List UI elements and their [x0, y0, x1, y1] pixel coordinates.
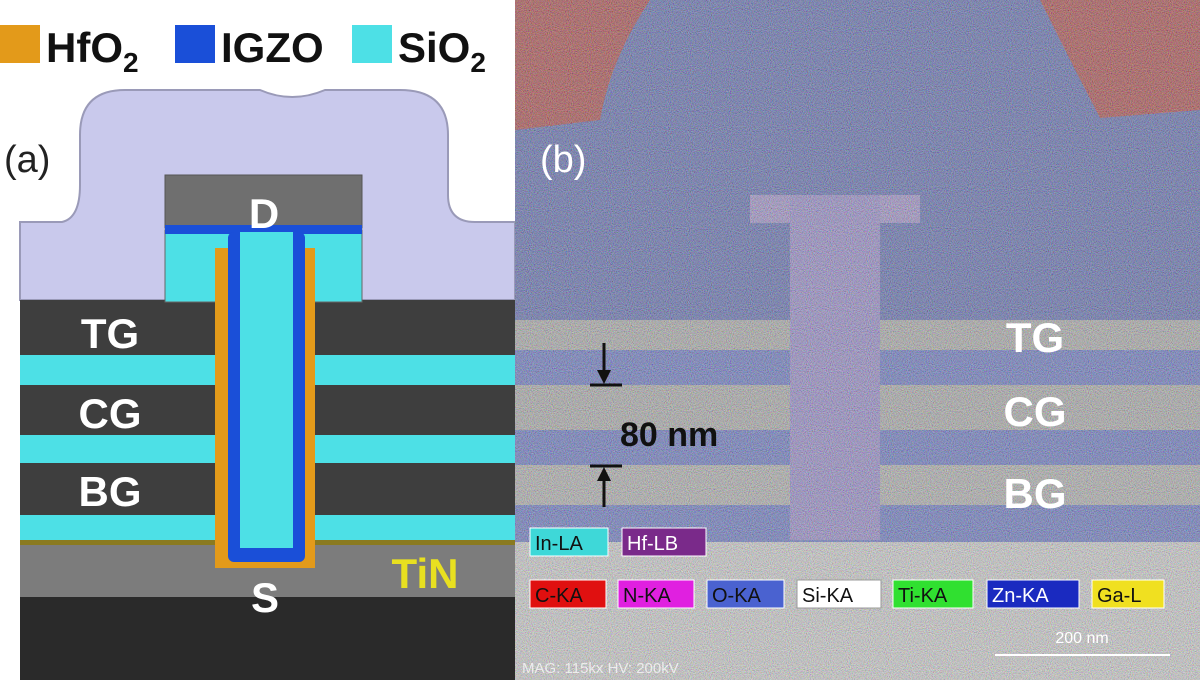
element-label: N-KA	[623, 585, 671, 607]
element-label: Ti-KA	[898, 585, 948, 607]
image-footer: MAG: 115kx HV: 200kV	[522, 660, 679, 677]
element-label: In-LA	[535, 533, 583, 555]
legend-label: SiO2	[398, 24, 486, 78]
gate-label: BG	[79, 468, 142, 515]
legend-label: HfO2	[46, 24, 139, 78]
gate-label: BG	[1004, 470, 1067, 517]
dimension-label: 80 nm	[620, 416, 718, 454]
element-box	[706, 579, 785, 609]
element-box	[621, 527, 707, 557]
panel-label: (a)	[4, 139, 50, 181]
panel-a: HfO2 IGZO SiO2 (a) D TG CG BG S TiN	[0, 0, 516, 680]
igzo-top	[165, 225, 362, 234]
legend-text: HfO	[46, 24, 123, 71]
element-label: Si-KA	[802, 585, 854, 607]
legend-swatch	[0, 25, 40, 63]
element-label: Ga-L	[1097, 585, 1141, 607]
scale-label: 200 nm	[1055, 630, 1108, 647]
gate-label: CG	[1004, 388, 1067, 435]
legend-swatch	[175, 25, 215, 63]
element-box	[986, 579, 1080, 609]
panel-label: (b)	[540, 139, 586, 181]
legend-label: IGZO	[221, 24, 324, 71]
element-box	[1091, 579, 1165, 609]
legend-swatch	[352, 25, 392, 63]
element-box	[617, 579, 695, 609]
element-label: C-KA	[535, 585, 583, 607]
legend-sub: 2	[470, 47, 486, 78]
gate-label: CG	[79, 390, 142, 437]
element-box	[529, 527, 609, 557]
element-box	[529, 579, 607, 609]
gate-label: TG	[81, 310, 139, 357]
tin-label: TiN	[392, 550, 459, 597]
noise-overlay	[515, 0, 1200, 680]
gate-label: TG	[1006, 314, 1064, 361]
legend-text: SiO	[398, 24, 470, 71]
element-label: Zn-KA	[992, 585, 1049, 607]
drain-label: D	[249, 190, 279, 237]
element-label: Hf-LB	[627, 533, 678, 555]
source-label: S	[251, 574, 279, 621]
panel-b: (b) TG CG BG 80 nm In-LA Hf-LB C-KA N-KA…	[515, 0, 1200, 680]
element-label: O-KA	[712, 585, 762, 607]
core-oxide	[240, 232, 293, 548]
legend-text: IGZO	[221, 24, 324, 71]
hfo2-wall	[215, 248, 230, 568]
element-box	[796, 579, 882, 609]
element-box	[892, 579, 974, 609]
substrate	[20, 597, 515, 680]
element-legend: In-LA Hf-LB C-KA N-KA O-KA Si-KA Ti-KA Z…	[529, 527, 1165, 609]
legend-sub: 2	[123, 47, 139, 78]
